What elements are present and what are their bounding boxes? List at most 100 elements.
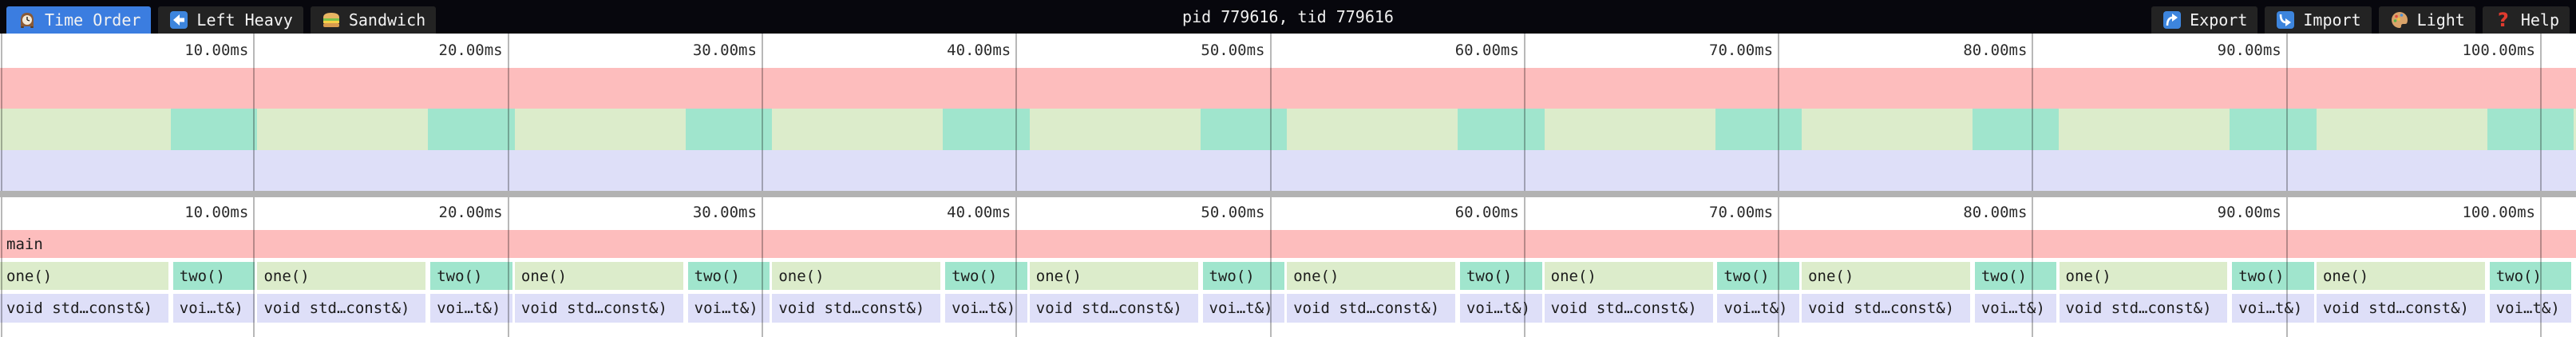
frame-one[interactable]: one() [2059, 262, 2228, 290]
minimap-two-segment[interactable] [2487, 109, 2574, 150]
frame-two[interactable]: two() [1459, 262, 1542, 290]
frame-two[interactable]: two() [1717, 262, 1800, 290]
frame-label: voi…t&) [1980, 299, 2045, 317]
ruler-tick-label: 10.00ms [184, 42, 249, 59]
minimap-two-segment[interactable] [1200, 109, 1288, 150]
frame-one[interactable]: one() [257, 262, 426, 290]
frame-label: void std…const&) [2322, 299, 2469, 317]
frame-two-child[interactable]: voi…t&) [2232, 294, 2314, 323]
frame-label: void std…const&) [1035, 299, 1182, 317]
frame-label: two() [1980, 267, 2028, 285]
frame-label: two() [1209, 267, 1255, 285]
frame-one[interactable]: one() [0, 262, 168, 290]
ruler-tick-label: 50.00ms [1201, 42, 1265, 59]
frame-label: void std…const&) [778, 299, 925, 317]
frame-label: void std…const&) [1293, 299, 1440, 317]
frame-label: two() [2238, 267, 2285, 285]
frame-label: one() [6, 267, 53, 285]
minimap-two-segment[interactable] [1715, 109, 1802, 150]
frame-label: voi…t&) [1723, 299, 1788, 317]
frame-one-child[interactable]: void std…const&) [2316, 294, 2485, 323]
frame-two[interactable]: two() [687, 262, 770, 290]
minimap-two-segment[interactable] [1458, 109, 1545, 150]
tab-time-order[interactable]: Time Order [6, 6, 152, 34]
tab-left-heavy[interactable]: Left Heavy [158, 6, 303, 34]
frame-two-child[interactable]: voi…t&) [1974, 294, 2057, 323]
frame-one[interactable]: one() [772, 262, 941, 290]
import-button[interactable]: Import [2265, 6, 2372, 34]
frame-one-child[interactable]: void std…const&) [0, 294, 168, 323]
frame-one-child[interactable]: void std…const&) [514, 294, 683, 323]
frame-two[interactable]: two() [1974, 262, 2057, 290]
frame-label: two() [179, 267, 225, 285]
frame-two-child[interactable]: voi…t&) [1717, 294, 1800, 323]
frame-two[interactable]: two() [2489, 262, 2572, 290]
action-label: Export [2190, 10, 2248, 30]
minimap-two-segment[interactable] [2230, 109, 2317, 150]
minimap-band-main[interactable] [0, 68, 2576, 109]
minimap-two-segment[interactable] [943, 109, 1030, 150]
frame-one[interactable]: one() [1287, 262, 1456, 290]
minimap-band-level2[interactable] [0, 109, 2576, 150]
ruler-tick-label: 80.00ms [1963, 204, 2028, 221]
frame-two-child[interactable]: voi…t&) [2489, 294, 2572, 323]
frame-label: two() [1466, 267, 1513, 285]
frame-label: one() [263, 267, 310, 285]
ruler-tick-label: 80.00ms [1963, 42, 2028, 59]
frame-one[interactable]: one() [1802, 262, 1970, 290]
export-button[interactable]: Export [2151, 6, 2258, 34]
frame-two[interactable]: two() [172, 262, 255, 290]
frame-label: void std…const&) [1808, 299, 1955, 317]
ruler-tick-label: 90.00ms [2217, 204, 2281, 221]
action-label: Import [2303, 10, 2361, 30]
frame-one[interactable]: one() [1029, 262, 1198, 290]
frame-one-child[interactable]: void std…const&) [1287, 294, 1456, 323]
frame-two-child[interactable]: voi…t&) [945, 294, 1027, 323]
ruler-tick-label: 100.00ms [2462, 42, 2535, 59]
help-button[interactable]: ? Help [2482, 6, 2570, 34]
frame-two-child[interactable]: voi…t&) [172, 294, 255, 323]
frame-one-child[interactable]: void std…const&) [1544, 294, 1713, 323]
action-label: Light [2416, 10, 2465, 30]
frame-two[interactable]: two() [945, 262, 1027, 290]
frame-label: voi…t&) [179, 299, 243, 317]
tab-sandwich[interactable]: Sandwich [310, 6, 437, 34]
frame-two-child[interactable]: voi…t&) [687, 294, 770, 323]
frame-one-child[interactable]: void std…const&) [772, 294, 941, 323]
ruler-tick-label: 20.00ms [438, 204, 503, 221]
frame-one-child[interactable]: void std…const&) [1029, 294, 1198, 323]
theme-toggle-button[interactable]: Light [2378, 6, 2475, 34]
frame-label: two() [952, 267, 998, 285]
frame-main[interactable]: main [0, 230, 2576, 258]
frame-two[interactable]: two() [1202, 262, 1285, 290]
frame-one-child[interactable]: void std…const&) [2059, 294, 2228, 323]
frame-label: two() [437, 267, 483, 285]
frame-label: one() [2065, 267, 2111, 285]
minimap-two-segment[interactable] [1972, 109, 2060, 150]
ruler-tick-label: 20.00ms [438, 42, 503, 59]
frame-label: voi…t&) [694, 299, 758, 317]
panel-divider[interactable] [0, 191, 2576, 197]
frame-one[interactable]: one() [514, 262, 683, 290]
frame-one[interactable]: one() [1544, 262, 1713, 290]
frame-label: one() [520, 267, 568, 285]
frame-two-child[interactable]: voi…t&) [1459, 294, 1542, 323]
frame-one-child[interactable]: void std…const&) [257, 294, 426, 323]
frame-label: one() [1550, 267, 1597, 285]
frame-two-child[interactable]: voi…t&) [430, 294, 512, 323]
frame-two-child[interactable]: voi…t&) [1202, 294, 1285, 323]
frame-label: two() [2495, 267, 2542, 285]
minimap-two-segment[interactable] [428, 109, 515, 150]
frame-two[interactable]: two() [2232, 262, 2314, 290]
frame-one-child[interactable]: void std…const&) [1802, 294, 1970, 323]
view-tab-bar: Time Order Left Heavy Sandwich [0, 6, 437, 34]
ruler-tick-label: 30.00ms [692, 42, 757, 59]
minimap-two-segment[interactable] [170, 109, 258, 150]
minimap-band-level3[interactable] [0, 150, 2576, 191]
minimap-two-segment[interactable] [685, 109, 773, 150]
flame-row-depth2: void std…const&) voi…t&) void std…const&) v… [0, 294, 2576, 323]
frame-label: void std…const&) [263, 299, 410, 317]
profile-title: pid 779616, tid 779616 [1182, 7, 1394, 26]
frame-one[interactable]: one() [2316, 262, 2485, 290]
frame-two[interactable]: two() [430, 262, 512, 290]
